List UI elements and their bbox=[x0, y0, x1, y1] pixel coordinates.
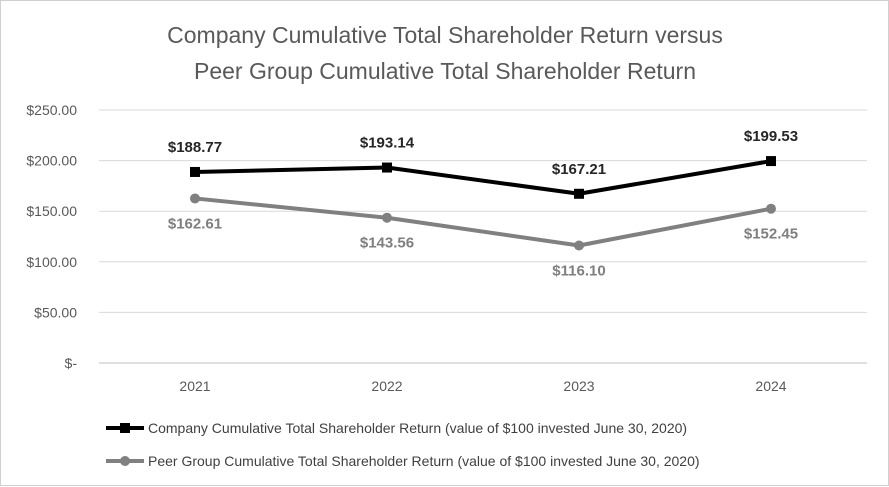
chart-title-line-2: Peer Group Cumulative Total Shareholder … bbox=[194, 58, 696, 84]
data-point bbox=[382, 212, 392, 223]
series-2 bbox=[190, 193, 776, 251]
data-label: $193.14 bbox=[360, 135, 415, 152]
x-tick-label: 2021 bbox=[179, 378, 210, 394]
data-labels: $188.77 $193.14 $167.21 $199.53 $162.61 $143.… bbox=[168, 128, 798, 279]
data-label: $188.77 bbox=[168, 139, 222, 156]
data-point bbox=[574, 240, 584, 251]
data-point bbox=[766, 156, 776, 167]
legend-entry-1: Company Cumulative Total Shareholder Ret… bbox=[106, 420, 687, 436]
data-label: $116.10 bbox=[552, 263, 605, 280]
data-point bbox=[190, 193, 200, 204]
x-tick-label: 2023 bbox=[563, 378, 594, 394]
data-label: $199.53 bbox=[744, 128, 798, 145]
y-tick-label: $250.00 bbox=[26, 102, 77, 118]
legend-label: Company Cumulative Total Shareholder Ret… bbox=[148, 420, 687, 436]
chart-title-line-1: Company Cumulative Total Shareholder Ret… bbox=[167, 22, 723, 48]
y-tick-label: $- bbox=[65, 355, 78, 371]
data-label: $167.21 bbox=[552, 161, 606, 178]
series-line bbox=[193, 159, 773, 196]
chart-title: Company Cumulative Total Shareholder Ret… bbox=[167, 22, 723, 84]
series-1 bbox=[190, 156, 776, 199]
data-point bbox=[574, 188, 584, 199]
x-tick-label: 2022 bbox=[371, 378, 402, 394]
data-point bbox=[190, 166, 200, 177]
legend-marker bbox=[120, 456, 130, 466]
legend-entry-2: Peer Group Cumulative Total Shareholder … bbox=[106, 453, 700, 469]
data-label: $162.61 bbox=[168, 215, 222, 232]
gridlines bbox=[99, 109, 867, 364]
legend-label: Peer Group Cumulative Total Shareholder … bbox=[148, 453, 700, 469]
legend: Company Cumulative Total Shareholder Ret… bbox=[106, 420, 700, 469]
y-axis: $- $50.00 $100.00 $150.00 $200.00 $250.00 bbox=[26, 102, 77, 371]
y-tick-label: $50.00 bbox=[34, 304, 77, 320]
data-label: $152.45 bbox=[744, 226, 798, 243]
x-axis: 2021 2022 2023 2024 bbox=[179, 378, 786, 394]
data-point bbox=[766, 203, 776, 214]
data-label: $143.56 bbox=[360, 235, 414, 252]
legend-marker bbox=[120, 423, 130, 433]
series-layer bbox=[190, 156, 776, 251]
x-tick-label: 2024 bbox=[755, 378, 786, 394]
y-tick-label: $100.00 bbox=[26, 254, 77, 270]
y-tick-label: $200.00 bbox=[26, 153, 77, 169]
data-point bbox=[382, 162, 392, 173]
series-line bbox=[193, 196, 773, 248]
y-tick-label: $150.00 bbox=[26, 203, 77, 219]
